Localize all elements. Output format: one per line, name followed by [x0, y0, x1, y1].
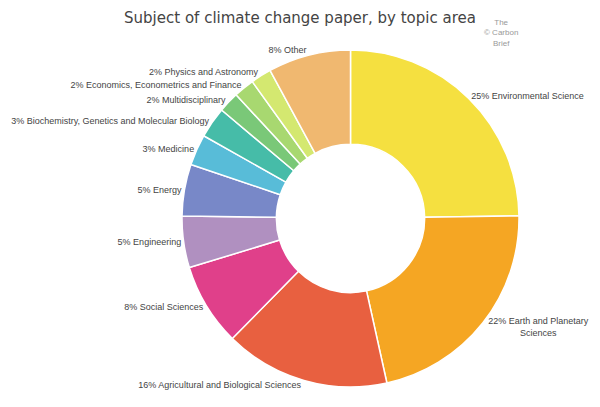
svg-text:5% Engineering: 5% Engineering [118, 237, 182, 247]
svg-text:22% Earth and PlanetaryScience: 22% Earth and PlanetarySciences [488, 316, 589, 338]
svg-text:Subject of climate change pape: Subject of climate change paper, by topi… [124, 9, 476, 27]
svg-text:3% Biochemistry, Genetics and: 3% Biochemistry, Genetics and Molecular … [11, 116, 209, 126]
svg-text:25% Environmental Science: 25% Environmental Science [471, 91, 584, 101]
svg-text:The© CarbonBrief: The© CarbonBrief [484, 18, 518, 48]
svg-text:16% Agricultural and Biologica: 16% Agricultural and Biological Sciences [138, 380, 301, 390]
svg-text:2% Physics and Astronomy: 2% Physics and Astronomy [149, 67, 259, 77]
svg-text:2% Economics, Econometrics and: 2% Economics, Econometrics and Finance [70, 80, 241, 90]
svg-text:8% Social Sciences: 8% Social Sciences [124, 302, 204, 312]
svg-text:3% Medicine: 3% Medicine [143, 144, 195, 154]
svg-text:8% Other: 8% Other [268, 45, 306, 55]
svg-text:2% Multidisciplinary: 2% Multidisciplinary [147, 95, 227, 105]
svg-text:5% Energy: 5% Energy [137, 185, 182, 195]
